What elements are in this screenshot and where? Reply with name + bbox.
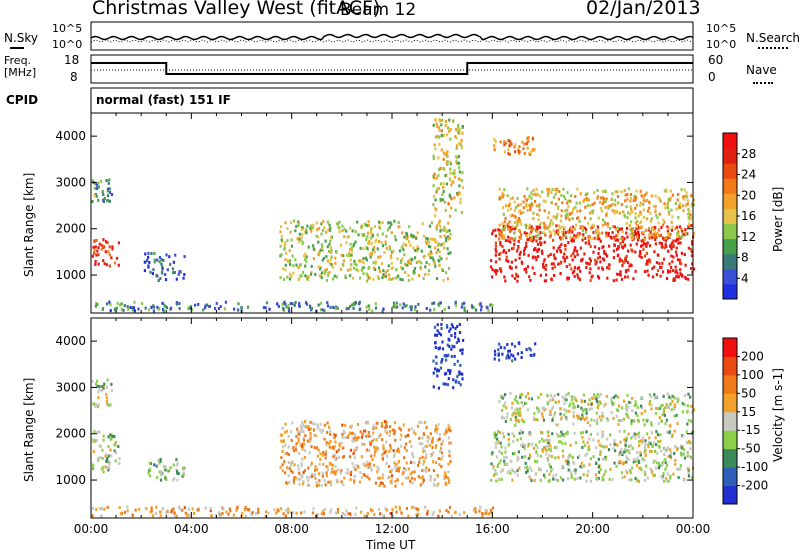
- velocity-colorbar-tick-label: 50: [741, 386, 756, 400]
- velocity-colorbar-swatch: [723, 411, 737, 431]
- cpid-value: normal (fast) 151 IF: [96, 93, 231, 107]
- power-ytick-label: 2000: [55, 222, 86, 236]
- beam-label: Beam 12: [340, 0, 417, 20]
- velocity-ytick-label: 4000: [55, 334, 86, 348]
- nsearch-tick-bottom: 10^0: [706, 38, 737, 51]
- scatter-region-power-3: [279, 219, 452, 283]
- power-colorbar-swatch: [723, 268, 737, 285]
- scatter-region-velocity-4: [91, 505, 495, 518]
- nave-legend-line: [753, 82, 773, 84]
- x-tick-label: 16:00: [475, 522, 510, 536]
- velocity-ytick-label: 2000: [55, 427, 86, 441]
- velocity-colorbar-swatch: [723, 467, 737, 487]
- velocity-colorbar-tick-label: -100: [741, 460, 768, 474]
- freq-tick-top: 18: [64, 53, 80, 67]
- nsearch-tick-top: 10^5: [706, 22, 737, 35]
- power-colorbar-swatch: [723, 283, 737, 300]
- velocity-colorbar-tick-label: -50: [741, 442, 761, 456]
- velocity-ytick-label: 1000: [55, 473, 86, 487]
- scatter-region-power-2: [143, 251, 186, 282]
- power-ytick-label: 1000: [55, 268, 86, 282]
- x-tick-label: 20:00: [575, 522, 610, 536]
- velocity-colorbar-tick-label: -200: [741, 479, 768, 493]
- velocity-ytick-label: 3000: [55, 380, 86, 394]
- scatter-region-velocity-6: [490, 429, 695, 483]
- station-title: Christmas Valley West (fitACF): [92, 0, 381, 19]
- velocity-colorbar-frame: [722, 337, 738, 505]
- nsearch-legend-line: [758, 47, 788, 49]
- cpid-panel: [90, 87, 694, 114]
- nsky-label: N.Sky: [4, 31, 39, 45]
- nsky-tick-bottom: 10^0: [52, 38, 83, 51]
- nsearch-trace: [90, 39, 694, 43]
- power-colorbar-swatch: [723, 148, 737, 164]
- x-tick-label: 08:00: [274, 522, 309, 536]
- nsky-tick-top: 10^5: [52, 22, 83, 35]
- power-colorbar-tick-label: 4: [741, 271, 749, 285]
- power-colorbar-swatch: [723, 133, 737, 149]
- scatter-region-velocity-7: [498, 392, 696, 428]
- power-colorbar-tick-label: 28: [741, 147, 756, 161]
- power-colorbar-swatch: [723, 253, 737, 270]
- scatter-region-velocity-1: [91, 378, 114, 409]
- scatter-region-velocity-5: [432, 322, 465, 390]
- scatter-region-power-5: [432, 118, 465, 218]
- date-label: 02/Jan/2013: [586, 0, 701, 19]
- nave-label: Nave: [746, 63, 777, 77]
- velocity-colorbar-swatch: [723, 485, 737, 505]
- nsearch-label: N.Search: [746, 31, 800, 45]
- power-colorbar-tick-label: 8: [741, 251, 749, 265]
- velocity-colorbar-swatch: [723, 448, 737, 468]
- scatter-region-power-7: [498, 187, 695, 241]
- nsky-legend-line: [10, 47, 24, 49]
- power-colorbar-swatch: [723, 178, 737, 194]
- freq-unit: [MHz]: [4, 66, 37, 79]
- velocity-colorbar-swatch: [723, 393, 737, 413]
- x-tick-label: 00:00: [676, 522, 711, 536]
- scatter-region-velocity-0: [91, 430, 121, 474]
- velocity-colorbar-swatch: [723, 374, 737, 394]
- scatter-region-power-4: [94, 300, 494, 313]
- velocity-colorbar-swatch: [723, 430, 737, 450]
- freq-tick-bottom: 8: [70, 70, 78, 84]
- velocity-colorbar-tick-label: 15: [741, 405, 756, 419]
- velocity-colorbar-swatch: [723, 338, 737, 357]
- power-colorbar-swatch: [723, 163, 737, 179]
- nave-tick-bottom: 0: [708, 70, 716, 84]
- x-tick-label: 04:00: [174, 522, 209, 536]
- scatter-region-power-8: [493, 136, 536, 156]
- power-colorbar-tick-label: 12: [741, 230, 756, 244]
- nave-tick-top: 60: [708, 53, 724, 67]
- power-colorbar-swatch: [723, 208, 737, 225]
- power-ytick-label: 3000: [55, 175, 86, 189]
- power-colorbar-swatch: [723, 238, 737, 255]
- scatter-region-power-0: [91, 238, 120, 268]
- cpid-label: CPID: [6, 93, 39, 107]
- velocity-colorbar-tick-label: 200: [741, 349, 764, 363]
- power-frame: [90, 112, 694, 314]
- power-colorbar-swatch: [723, 223, 737, 240]
- power-colorbar-tick-label: 24: [741, 168, 756, 182]
- freq-trace: [91, 62, 693, 75]
- x-tick-label: 12:00: [375, 522, 410, 536]
- power-colorbar-swatch: [723, 193, 737, 209]
- nsky-trace: [90, 33, 694, 41]
- velocity-colorbar-tick-label: 100: [741, 368, 764, 382]
- power-ytick-label: 4000: [55, 129, 86, 143]
- power-colorbar-tick-label: 20: [741, 188, 756, 202]
- scatter-region-velocity-2: [147, 458, 186, 482]
- nsky-panel: [90, 21, 694, 51]
- velocity-colorbar-swatch: [723, 356, 737, 376]
- x-tick-label: 00:00: [74, 522, 109, 536]
- velocity-colorbar-tick-label: -15: [741, 423, 761, 437]
- scatter-region-velocity-8: [493, 341, 537, 363]
- x-axis-label: Time UT: [366, 538, 416, 552]
- freq-label: Freq.: [4, 54, 32, 67]
- power-colorbar-tick-label: 16: [741, 209, 756, 223]
- freq-panel: [90, 54, 694, 84]
- scatter-region-power-1: [91, 178, 114, 204]
- scatter-region-velocity-3: [279, 420, 452, 488]
